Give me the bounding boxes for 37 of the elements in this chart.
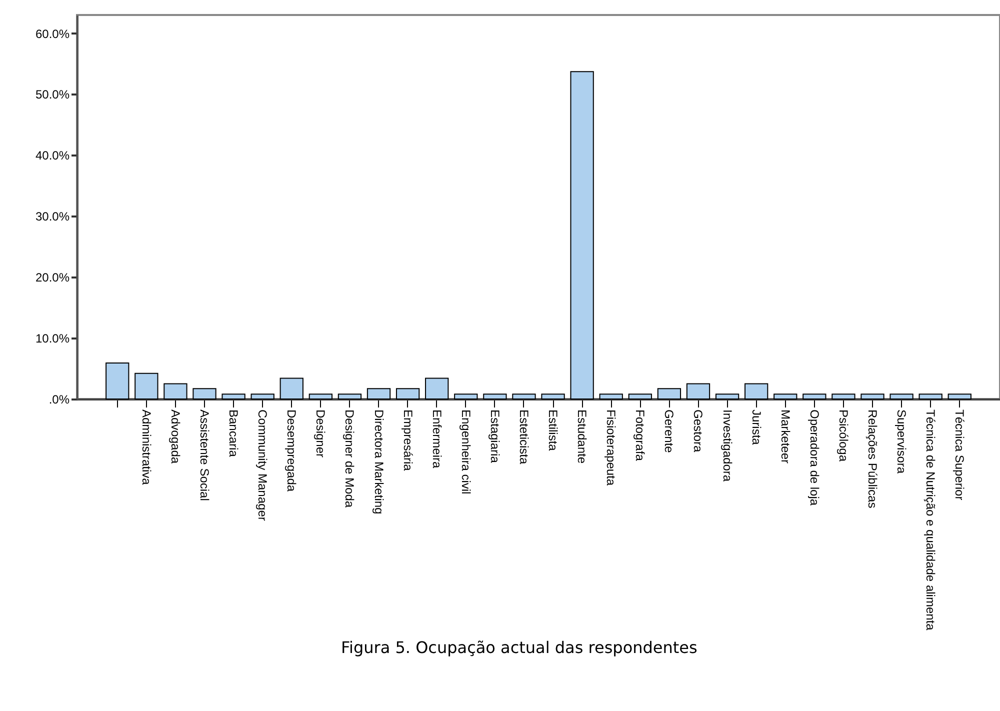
x-tick-label: Assistente Social	[198, 410, 212, 501]
x-tick-label: Gerente	[662, 410, 676, 454]
x-tick-label: Investigadora	[720, 410, 734, 482]
y-tick-label: .0%	[48, 392, 70, 406]
x-tick-label: Community Manager	[256, 410, 270, 521]
x-tick-label: Operadora de loja	[807, 410, 822, 506]
x-tick-label: Empresária	[400, 410, 415, 472]
x-tick-label: Supervisora	[894, 410, 909, 474]
x-tick-label: Engenheira civil	[458, 410, 473, 494]
x-tick-label: Relações Públicas	[866, 410, 880, 508]
x-tick-label: Designer	[314, 410, 328, 458]
y-tick-label: 40.0%	[35, 148, 70, 163]
x-tick-label: Directora Marketing	[372, 410, 386, 514]
x-tick-label: Designer de Moda	[342, 410, 357, 508]
y-tick-label: 60.0%	[35, 26, 70, 41]
x-tick-label: Esteticista	[516, 410, 531, 465]
x-tick-label: Estagiaria	[488, 410, 502, 464]
x-tick-label: Advogada	[168, 410, 182, 464]
x-tick-label: Estilista	[546, 410, 560, 452]
x-tick-label: Bancaria	[226, 410, 241, 458]
x-tick-label: Gestora	[691, 410, 706, 453]
x-tick-label: Jurista	[749, 410, 764, 446]
x-tick-label: Técnica de Nutrição e qualidade alimenta	[924, 410, 938, 631]
y-tick-label: 30.0%	[35, 210, 70, 224]
y-tick-label: 10.0%	[35, 332, 70, 346]
text: Figura 5. Ocupação actual das respondentes	[340, 638, 698, 657]
x-tick-label: Fisioterapeuta	[604, 410, 618, 486]
x-tick-label: Psicóloga	[836, 410, 850, 462]
x-tick-label: Administrativa	[139, 410, 154, 486]
x-tick-label: Técnica Superior	[952, 410, 967, 500]
x-tick-label: Desempregada	[284, 410, 299, 492]
y-tick-label: 20.0%	[35, 270, 70, 285]
x-tick-label: Estudante	[575, 410, 590, 464]
x-tick-label: Marketeer	[778, 410, 792, 464]
x-tick-label: Enfermeira	[430, 410, 444, 469]
y-tick-label: 50.0%	[35, 88, 70, 102]
x-tick-label: Fotografa	[633, 410, 648, 462]
